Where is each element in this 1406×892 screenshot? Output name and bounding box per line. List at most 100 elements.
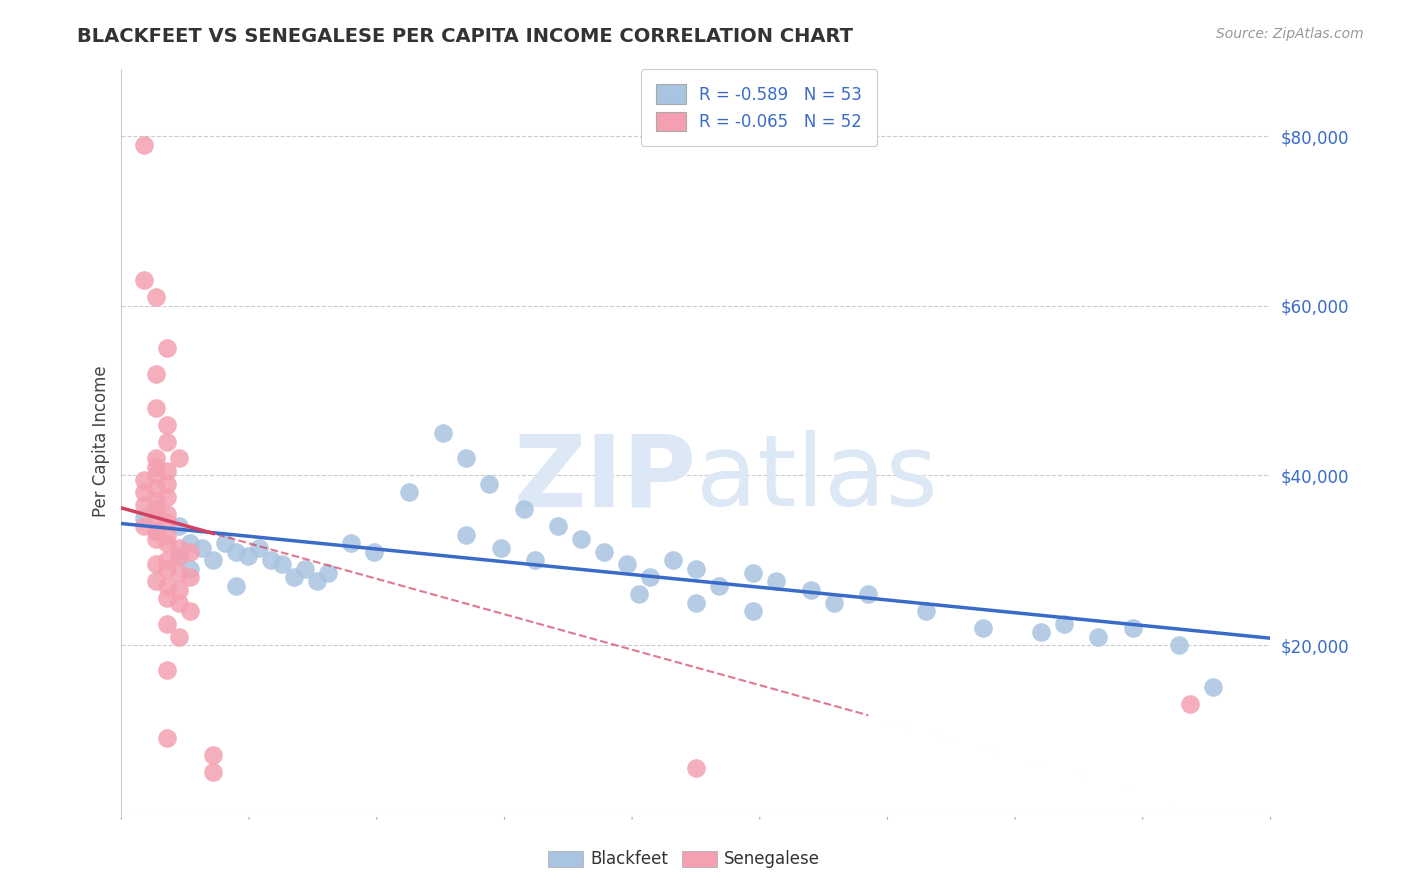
Point <box>134 511 156 525</box>
Point <box>191 541 214 555</box>
Point <box>167 566 190 580</box>
Point <box>225 545 247 559</box>
Point <box>765 574 787 589</box>
Point <box>145 524 167 538</box>
Point <box>456 528 478 542</box>
Point <box>1202 681 1225 695</box>
Point <box>156 417 179 432</box>
Point <box>214 536 236 550</box>
Point <box>167 451 190 466</box>
Point <box>1087 630 1109 644</box>
Point <box>156 731 179 746</box>
Point <box>156 507 179 521</box>
Point <box>914 604 936 618</box>
Point <box>145 290 167 304</box>
Point <box>145 511 167 525</box>
Legend: R = -0.589   N = 53, R = -0.065   N = 52: R = -0.589 N = 53, R = -0.065 N = 52 <box>641 70 877 146</box>
Point <box>616 558 638 572</box>
Point <box>167 519 190 533</box>
Point <box>707 579 730 593</box>
Point <box>167 582 190 597</box>
Point <box>156 464 179 478</box>
Point <box>260 553 283 567</box>
Text: atlas: atlas <box>696 430 938 527</box>
Point <box>1029 625 1052 640</box>
Point <box>145 451 167 466</box>
Point <box>179 570 201 584</box>
Point <box>145 481 167 495</box>
Point <box>167 541 190 555</box>
Point <box>283 570 305 584</box>
Point <box>225 579 247 593</box>
Point <box>432 425 454 440</box>
Point <box>1122 621 1144 635</box>
Point <box>145 558 167 572</box>
Point <box>167 549 190 563</box>
Point <box>524 553 547 567</box>
Point <box>134 137 156 152</box>
Point <box>156 341 179 355</box>
Point <box>145 532 167 546</box>
Point <box>662 553 685 567</box>
Point <box>156 562 179 576</box>
Point <box>156 515 179 529</box>
Point <box>145 502 167 516</box>
Point <box>456 451 478 466</box>
Point <box>512 502 534 516</box>
Point <box>271 558 294 572</box>
Point <box>800 582 823 597</box>
Point <box>134 473 156 487</box>
Point <box>236 549 259 563</box>
Point <box>134 519 156 533</box>
Point <box>305 574 328 589</box>
Point <box>685 562 707 576</box>
Point <box>167 630 190 644</box>
Text: Blackfeet: Blackfeet <box>591 850 668 868</box>
Point <box>145 401 167 415</box>
Point <box>627 587 650 601</box>
Point <box>202 748 225 763</box>
Point <box>156 664 179 678</box>
Point <box>1053 616 1076 631</box>
Point <box>202 765 225 780</box>
Point <box>179 562 201 576</box>
Point <box>247 541 270 555</box>
Point <box>156 616 179 631</box>
Point <box>638 570 661 584</box>
Point <box>179 545 201 559</box>
Point <box>593 545 616 559</box>
Point <box>145 494 167 508</box>
Point <box>156 553 179 567</box>
Point <box>156 579 179 593</box>
Point <box>1167 638 1189 652</box>
Point <box>156 536 179 550</box>
Point <box>179 604 201 618</box>
Point <box>156 490 179 504</box>
Text: Source: ZipAtlas.com: Source: ZipAtlas.com <box>1216 27 1364 41</box>
Point <box>134 485 156 500</box>
Point <box>858 587 880 601</box>
Point <box>316 566 339 580</box>
Point <box>294 562 316 576</box>
Point <box>1178 698 1201 712</box>
Text: ZIP: ZIP <box>513 430 696 527</box>
Point <box>145 468 167 483</box>
Text: BLACKFEET VS SENEGALESE PER CAPITA INCOME CORRELATION CHART: BLACKFEET VS SENEGALESE PER CAPITA INCOM… <box>77 27 853 45</box>
Point <box>685 596 707 610</box>
Point <box>547 519 569 533</box>
Point <box>134 273 156 287</box>
Point <box>156 528 179 542</box>
Point <box>145 574 167 589</box>
Point <box>167 596 190 610</box>
Y-axis label: Per Capita Income: Per Capita Income <box>93 366 110 517</box>
Point <box>398 485 420 500</box>
Point <box>167 549 190 563</box>
Point <box>156 434 179 449</box>
Point <box>156 591 179 606</box>
Point <box>134 498 156 512</box>
Point <box>145 460 167 475</box>
Point <box>145 367 167 381</box>
Point <box>363 545 385 559</box>
Point <box>478 477 501 491</box>
Point <box>145 524 167 538</box>
